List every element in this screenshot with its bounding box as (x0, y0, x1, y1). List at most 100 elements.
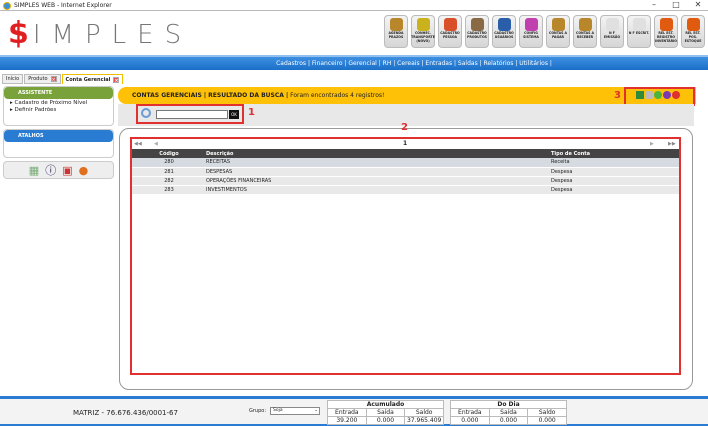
cell: Receita (549, 158, 679, 168)
acumulado-saida: 0.000 (365, 416, 406, 425)
item-label: Definir Padrões (14, 107, 57, 113)
toolbar-label: N F ESCRIT. (628, 31, 650, 35)
toolbar-button[interactable]: REL EST. REGISTRO INVENTÁRIO (654, 15, 678, 48)
dodia-saldo: 0.000 (527, 416, 567, 425)
ie-icon (3, 2, 11, 10)
page-number: 1 (403, 140, 408, 147)
grupo-select[interactable]: Soja ⌄ (270, 407, 320, 415)
help-icon[interactable]: ⓘ (45, 164, 57, 177)
toolbar-label: N F EMISSÃO (603, 31, 621, 39)
column-codigo[interactable]: Código (132, 149, 204, 158)
sidebar-item-cadastro-proximo-nivel[interactable]: ▸ Cadastro de Próximo Nível (10, 100, 88, 106)
cell: 281 (132, 167, 204, 177)
toolbar-label: CONFIG SISTEMA (523, 31, 539, 39)
chevron-down-icon: ⌄ (314, 408, 318, 413)
sidebar: ASSISTENTE ▸ Cadastro de Próximo Nível ▸… (3, 86, 114, 182)
tab-conta-gerencial[interactable]: Conta Gerencial × (61, 74, 124, 84)
acumulado-entrada: 39.200 (327, 416, 367, 425)
next-page-icon[interactable]: ▶ (650, 141, 654, 147)
calculator-icon[interactable]: ▦ (28, 163, 40, 177)
toolbar-button[interactable]: CONTAS A RECEBER (573, 15, 597, 48)
toolbar-icon (416, 18, 430, 31)
toolbar-icon (443, 18, 457, 31)
minimize-button[interactable]: – (652, 0, 656, 9)
tab-produto[interactable]: Produto × (24, 74, 61, 84)
up-icon[interactable] (663, 91, 671, 99)
ok-button[interactable]: OK (229, 110, 239, 119)
cell: 280 (132, 158, 204, 168)
cell: 282 (132, 176, 204, 186)
acumulado-table: Acumulado Entrada Saída Saldo 39.200 0.000 3… (327, 400, 444, 425)
assistente-header: ASSISTENTE (4, 87, 113, 99)
toolbar-icon (659, 18, 673, 31)
add-icon[interactable] (654, 91, 662, 99)
toolbar-label: CADASTRO PRODUTOS (467, 31, 487, 39)
grupo-label: Grupo: (249, 408, 267, 414)
toolbar-label: AGENDA PRAZOS (388, 31, 404, 39)
logo: $IMPLES (8, 16, 192, 51)
results-grid: ◀◀ ◀ 1 ▶ ▶▶ Código Descrição Tipo de Con… (130, 137, 681, 375)
logo-text: IMPLES (32, 20, 193, 50)
atalhos-panel: ATALHOS (3, 129, 114, 158)
tab-inicio[interactable]: Início (2, 74, 24, 84)
label: Entrada (327, 408, 367, 417)
prev-page-icon[interactable]: ◀ (154, 141, 158, 147)
cell: OPERAÇÕES FINANCEIRAS (204, 176, 549, 186)
sidebar-item-definir-padroes[interactable]: ▸ Definir Padrões (10, 107, 57, 113)
table-row[interactable]: 282 OPERAÇÕES FINANCEIRAS Despesa (132, 176, 679, 186)
toolbar-button[interactable]: AGENDA PRAZOS (384, 15, 408, 48)
search-bar (118, 104, 694, 126)
toolbar-icon (389, 18, 403, 31)
first-page-icon[interactable]: ◀◀ (134, 141, 142, 147)
close-window-button[interactable]: ✕ (694, 0, 702, 9)
close-tab-icon[interactable]: × (113, 76, 120, 84)
toolbar-button[interactable]: CONHEC. TRANSPORTE (NOVO) (411, 15, 435, 48)
toolbar-icon (605, 18, 619, 31)
last-page-icon[interactable]: ▶▶ (668, 141, 676, 147)
toolbar-button[interactable]: CONTAS A PAGAR (546, 15, 570, 48)
grupo-value: Soja (273, 408, 283, 413)
toolbar-button[interactable]: CADASTRO PESSOA (438, 15, 462, 48)
search-icon (141, 108, 151, 118)
accounts-table: Código Descrição Tipo de Conta 280 RECEIT… (132, 149, 679, 195)
toolbar-button[interactable]: CONFIG SISTEMA (519, 15, 543, 48)
toolbar-button[interactable]: CADASTRO USUÁRIOS (492, 15, 516, 48)
toolbar-button[interactable]: N F ESCRIT. (627, 15, 651, 48)
toolbar-button[interactable]: REL EST. POS. ESTOQUE (681, 15, 705, 48)
calendar-icon[interactable]: ▣ (62, 163, 73, 177)
print-icon[interactable] (645, 91, 653, 99)
delete-icon[interactable] (672, 91, 680, 99)
acumulado-title: Acumulado (327, 400, 444, 409)
cell: Despesa (549, 176, 679, 186)
status-footer: MATRIZ - 76.676.436/0001-67 Grupo: Soja ⌄… (0, 396, 708, 426)
user-icon[interactable]: ● (78, 163, 89, 177)
table-row[interactable]: 281 DESPESAS Despesa (132, 167, 679, 177)
results-header: CONTAS GERENCIAIS | RESULTADO DA BUSCA |… (118, 87, 696, 104)
column-tipo[interactable]: Tipo de Conta (549, 149, 679, 158)
maximize-button[interactable]: □ (672, 0, 680, 9)
search-input[interactable] (156, 110, 228, 119)
excel-icon[interactable] (636, 91, 644, 99)
tab-bar: Início Produto × Conta Gerencial × (2, 74, 124, 84)
toolbar-label: REL EST. POS. ESTOQUE (684, 31, 702, 43)
toolbar-icon (524, 18, 538, 31)
label: Saldo (404, 408, 444, 417)
cell: INVESTIMENTOS (204, 185, 549, 195)
toolbar-button[interactable]: CADASTRO PRODUTOS (465, 15, 489, 48)
toolbar: AGENDA PRAZOS CONHEC. TRANSPORTE (NOVO) CA… (384, 15, 705, 48)
annotation-3: 3 (614, 90, 621, 101)
main-menu[interactable]: Cadastros | Financeiro | Gerencial | RH … (0, 55, 708, 70)
menu-links[interactable]: Cadastros | Financeiro | Gerencial | RH … (276, 60, 552, 67)
toolbar-icon (578, 18, 592, 31)
dodia-entrada: 0.000 (450, 416, 490, 425)
column-descricao[interactable]: Descrição (204, 149, 549, 158)
table-row[interactable]: 280 RECEITAS Receita (132, 158, 679, 168)
close-tab-icon[interactable]: × (50, 76, 57, 83)
title-bar: SIMPLES WEB - Internet Explorer (0, 0, 708, 11)
label: Saldo (527, 408, 567, 417)
item-label: Cadastro de Próximo Nível (14, 100, 88, 106)
table-row[interactable]: 283 INVESTIMENTOS Despesa (132, 185, 679, 195)
toolbar-button[interactable]: N F EMISSÃO (600, 15, 624, 48)
dodia-saida: 0.000 (488, 416, 529, 425)
label: Saída (365, 408, 406, 417)
